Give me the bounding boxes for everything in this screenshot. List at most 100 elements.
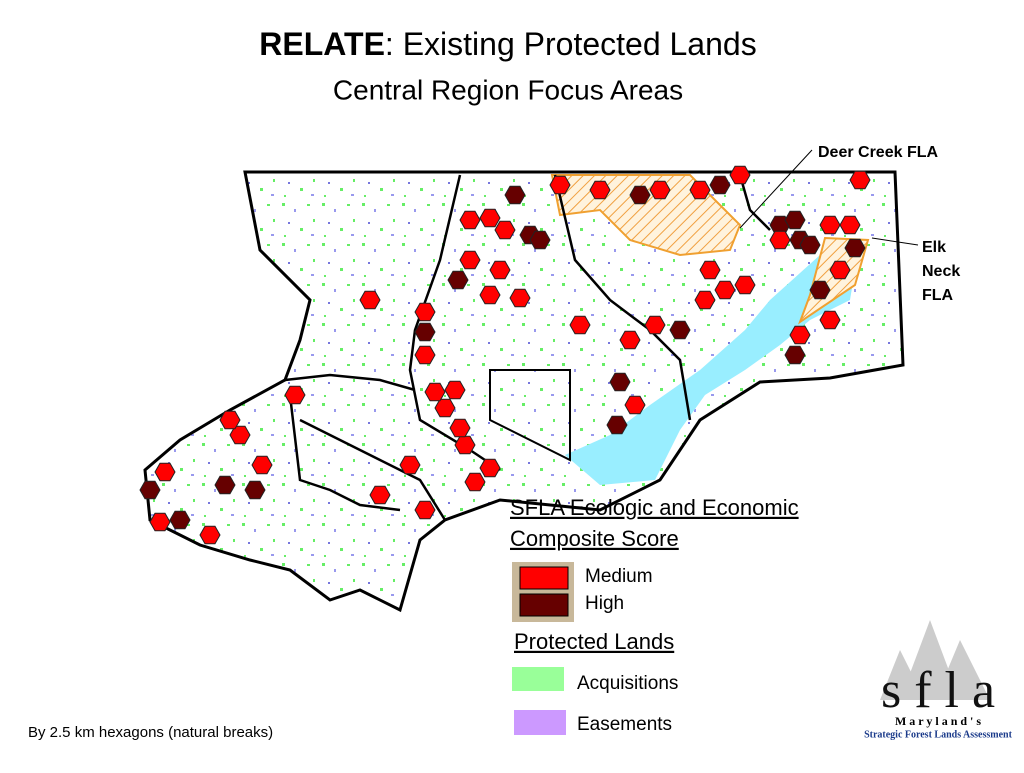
hexagon bbox=[784, 210, 806, 230]
hexagon bbox=[649, 180, 671, 200]
legend: SFLA Ecologic and Economic Composite Sco… bbox=[510, 495, 799, 735]
hexagon bbox=[459, 250, 481, 270]
hexagon bbox=[644, 315, 666, 335]
hexagon bbox=[844, 238, 866, 258]
map bbox=[139, 165, 905, 613]
hexagon bbox=[609, 372, 631, 392]
title-rest: : Existing Protected Lands bbox=[385, 26, 757, 62]
hexagon bbox=[839, 215, 861, 235]
hexagon bbox=[139, 480, 161, 500]
hexagon bbox=[454, 435, 476, 455]
legend-title: SFLA Ecologic and Economic bbox=[510, 495, 799, 520]
hexagon bbox=[819, 215, 841, 235]
legend-swatch bbox=[514, 710, 566, 735]
map-land bbox=[145, 172, 903, 610]
legend-swatch bbox=[519, 566, 569, 590]
hexagon bbox=[669, 320, 691, 340]
hexagon bbox=[714, 280, 736, 300]
hexagon bbox=[549, 175, 571, 195]
legend-title: Composite Score bbox=[510, 526, 679, 551]
hexagon bbox=[464, 472, 486, 492]
hexagon bbox=[734, 275, 756, 295]
hexagon bbox=[459, 210, 481, 230]
legend-label: High bbox=[585, 593, 624, 614]
hexagon bbox=[689, 180, 711, 200]
hexagon bbox=[829, 260, 851, 280]
hexagon bbox=[789, 325, 811, 345]
city-outline bbox=[489, 369, 571, 462]
hexagon bbox=[369, 485, 391, 505]
callout-line bbox=[871, 237, 919, 246]
hexagon bbox=[414, 500, 436, 520]
hexagon bbox=[606, 415, 628, 435]
hexagon bbox=[284, 385, 306, 405]
hexagon bbox=[424, 382, 446, 402]
hexagon bbox=[479, 285, 501, 305]
hexagon bbox=[494, 220, 516, 240]
hexagon bbox=[251, 455, 273, 475]
logo-letters: s f l a bbox=[881, 662, 995, 719]
hexagon bbox=[169, 510, 191, 530]
title: RELATE: Existing Protected Lands bbox=[259, 26, 756, 62]
title-bold: RELATE bbox=[259, 26, 385, 62]
county-lines bbox=[284, 174, 771, 521]
hexagon bbox=[819, 310, 841, 330]
callout-label: Neck bbox=[922, 263, 960, 280]
hexagon bbox=[624, 395, 646, 415]
hexagon bbox=[619, 330, 641, 350]
legend-label: Acquisitions bbox=[577, 673, 678, 694]
hexagon bbox=[414, 322, 436, 342]
callout-label: Deer Creek FLA bbox=[818, 144, 938, 161]
legend-label: Easements bbox=[577, 714, 672, 735]
hexagon bbox=[504, 185, 526, 205]
legend-swatch bbox=[512, 667, 564, 691]
legend-swatch bbox=[519, 593, 569, 617]
logo: s f l a M a r y l a n d ' s Strategic Fo… bbox=[864, 620, 1013, 740]
hexagon bbox=[154, 462, 176, 482]
bay-water bbox=[565, 240, 860, 485]
hexagon bbox=[809, 280, 831, 300]
hexagon bbox=[709, 175, 731, 195]
legend-title: Protected Lands bbox=[514, 629, 674, 654]
hexagon bbox=[694, 290, 716, 310]
hexagon bbox=[479, 458, 501, 478]
callout-label: Elk bbox=[922, 239, 946, 256]
callout-line bbox=[739, 149, 813, 229]
hexagon bbox=[629, 185, 651, 205]
subtitle: Central Region Focus Areas bbox=[333, 74, 683, 105]
hexagon bbox=[399, 455, 421, 475]
hexagon bbox=[444, 380, 466, 400]
hexagon bbox=[229, 425, 251, 445]
hexagon bbox=[199, 525, 221, 545]
hexagon bbox=[414, 345, 436, 365]
map-outline bbox=[143, 170, 905, 613]
hexagon bbox=[449, 418, 471, 438]
logo-state: M a r y l a n d ' s bbox=[895, 714, 981, 728]
hexagon bbox=[589, 180, 611, 200]
hexagon bbox=[529, 230, 551, 250]
hexagon bbox=[569, 315, 591, 335]
hexagon bbox=[359, 290, 381, 310]
hexagon bbox=[849, 170, 871, 190]
hexagon bbox=[509, 288, 531, 308]
hexagon bbox=[799, 235, 821, 255]
hexagon bbox=[149, 512, 171, 532]
hexagon bbox=[489, 260, 511, 280]
hexagon bbox=[219, 410, 241, 430]
legend-label: Medium bbox=[585, 566, 653, 587]
hexagon bbox=[447, 270, 469, 290]
hexagon bbox=[479, 208, 501, 228]
hexagon bbox=[699, 260, 721, 280]
callout-label: FLA bbox=[922, 287, 954, 304]
footnote: By 2.5 km hexagons (natural breaks) bbox=[28, 724, 273, 741]
hexagon bbox=[769, 230, 791, 250]
hexagons bbox=[139, 165, 871, 545]
hexagon bbox=[244, 480, 266, 500]
logo-tagline: Strategic Forest Lands Assessment bbox=[864, 729, 1013, 740]
hexagon bbox=[214, 475, 236, 495]
hexagon bbox=[414, 302, 436, 322]
logo-trees bbox=[880, 620, 990, 700]
hexagon bbox=[434, 398, 456, 418]
hexagon bbox=[784, 345, 806, 365]
